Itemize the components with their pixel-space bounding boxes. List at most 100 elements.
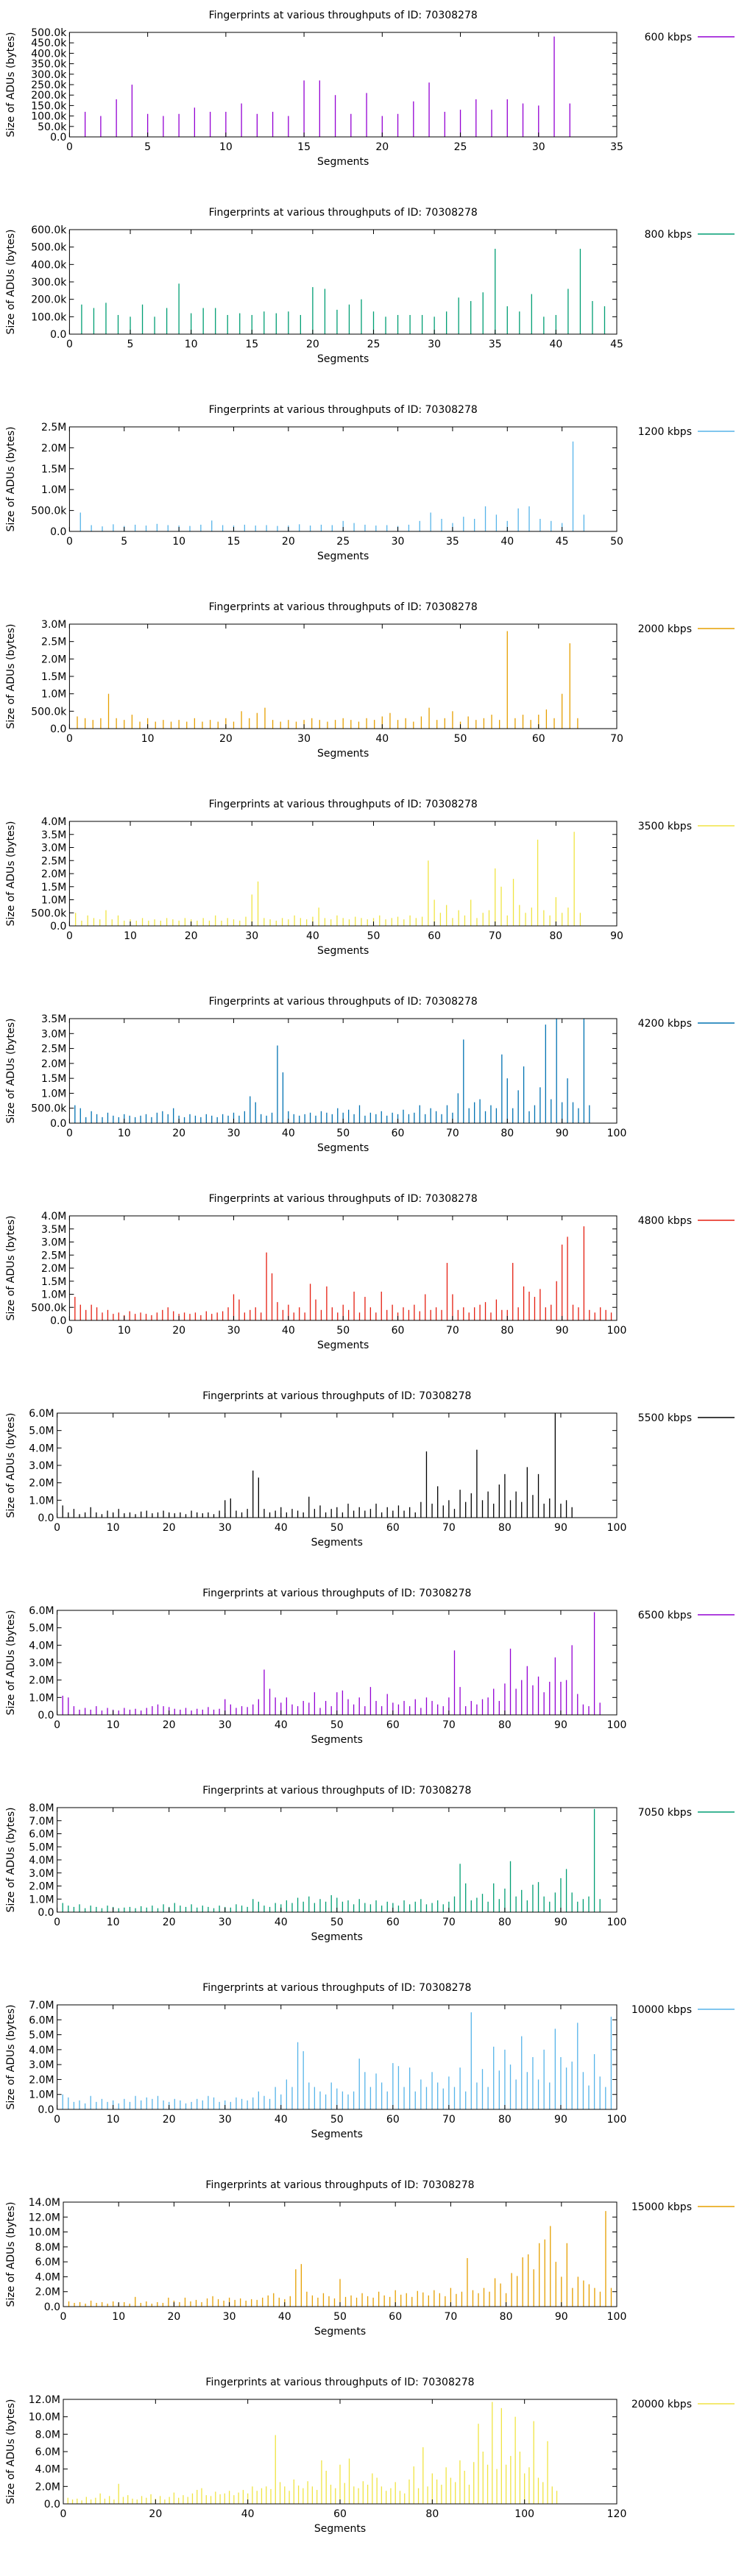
legend: 1200 kbps xyxy=(638,426,735,438)
y-tick-label: 0.0 xyxy=(50,132,66,144)
y-tick-label: 0.0 xyxy=(38,1907,54,1919)
bar-series xyxy=(62,1413,573,1518)
legend-label: 10000 kbps xyxy=(631,2004,692,2016)
legend-label: 7050 kbps xyxy=(638,1807,692,1819)
y-tick-label: 3.5M xyxy=(41,1013,66,1025)
x-tick-label: 90 xyxy=(556,1128,569,1139)
y-tick-label: 1.0M xyxy=(41,689,66,701)
y-tick-label: 12.0M xyxy=(29,2394,60,2406)
y-tick-label: 450.0k xyxy=(31,38,67,49)
x-tick-label: 45 xyxy=(556,536,569,548)
x-tick-label: 80 xyxy=(500,1128,514,1139)
x-tick-label: 90 xyxy=(554,2114,567,2126)
legend: 800 kbps xyxy=(645,229,735,241)
y-tick-label: 3.0M xyxy=(41,843,66,854)
legend-label: 20000 kbps xyxy=(631,2399,692,2410)
x-tick-label: 50 xyxy=(330,2114,344,2126)
x-axis-label: Segments xyxy=(311,1537,363,1549)
chart-title: Fingerprints at various throughputs of I… xyxy=(209,404,478,416)
y-tick-label: 2.5M xyxy=(41,637,66,648)
x-tick-label: 20 xyxy=(163,2114,176,2126)
x-tick-label: 40 xyxy=(549,339,562,350)
x-tick-label: 80 xyxy=(498,1917,512,1928)
legend: 5500 kbps xyxy=(638,1412,735,1424)
y-tick-label: 2.0M xyxy=(29,2074,54,2086)
x-tick-label: 0 xyxy=(54,1719,60,1731)
y-tick-label: 3.0M xyxy=(41,619,66,631)
chart-title: Fingerprints at various throughputs of I… xyxy=(202,1390,471,1402)
x-tick-label: 70 xyxy=(444,2311,457,2323)
y-tick-label: 0.0 xyxy=(50,1118,66,1130)
chart-svg: Fingerprints at various throughputs of I… xyxy=(5,996,735,1154)
chart-title: Fingerprints at various throughputs of I… xyxy=(202,1785,471,1797)
chart-title: Fingerprints at various throughputs of I… xyxy=(209,799,478,810)
x-tick-label: 70 xyxy=(446,1128,459,1139)
x-tick-label: 0 xyxy=(60,2508,67,2520)
x-tick-label: 10 xyxy=(107,2114,120,2126)
bar-series xyxy=(74,1226,612,1320)
x-tick-label: 40 xyxy=(275,1522,288,1534)
y-tick-label: 4.0M xyxy=(29,1443,54,1454)
chart-panel: Fingerprints at various throughputs of I… xyxy=(0,394,736,592)
x-axis-label: Segments xyxy=(317,748,369,760)
chart-panel: Fingerprints at various throughputs of I… xyxy=(0,789,736,986)
chart-svg: Fingerprints at various throughputs of I… xyxy=(5,10,735,168)
chart-svg: Fingerprints at various throughputs of I… xyxy=(5,799,735,957)
chart-title: Fingerprints at various throughputs of I… xyxy=(205,2179,474,2191)
x-tick-label: 0 xyxy=(66,536,73,548)
y-tick-label: 500.0k xyxy=(31,27,67,39)
y-tick-label: 7.0M xyxy=(29,2000,54,2011)
x-tick-label: 80 xyxy=(500,1325,514,1337)
x-tick-label: 90 xyxy=(556,1325,569,1337)
x-tick-label: 20 xyxy=(163,1522,176,1534)
chart-svg: Fingerprints at various throughputs of I… xyxy=(5,2179,735,2338)
legend-label: 4800 kbps xyxy=(638,1215,692,1227)
y-tick-label: 6.0M xyxy=(29,1605,54,1617)
x-tick-label: 10 xyxy=(124,930,137,942)
y-tick-label: 5.0M xyxy=(29,2030,54,2042)
bar-series xyxy=(77,631,578,729)
legend: 6500 kbps xyxy=(638,1610,735,1621)
y-axis-label: Size of ADUs (bytes) xyxy=(5,1808,17,1913)
y-tick-label: 0.0 xyxy=(50,1315,66,1327)
x-tick-label: 0 xyxy=(66,1325,73,1337)
x-tick-label: 10 xyxy=(185,339,198,350)
x-tick-label: 70 xyxy=(442,1522,456,1534)
x-tick-label: 60 xyxy=(392,1325,405,1337)
plot-frame xyxy=(68,623,618,729)
x-tick-label: 40 xyxy=(241,2508,255,2520)
y-tick-label: 12.0M xyxy=(29,2212,60,2223)
x-tick-label: 100 xyxy=(607,2311,627,2323)
x-tick-label: 50 xyxy=(336,1325,350,1337)
y-tick-label: 2.0M xyxy=(41,868,66,880)
x-tick-label: 0 xyxy=(54,2114,60,2126)
legend-label: 5500 kbps xyxy=(638,1412,692,1424)
chart-title: Fingerprints at various throughputs of I… xyxy=(202,1982,471,1994)
x-tick-label: 90 xyxy=(554,1719,567,1731)
chart-svg: Fingerprints at various throughputs of I… xyxy=(5,601,735,760)
chart-title: Fingerprints at various throughputs of I… xyxy=(209,601,478,613)
y-tick-label: 2.0M xyxy=(35,2481,60,2493)
x-tick-label: 10 xyxy=(107,1917,120,1928)
y-axis-label: Size of ADUs (bytes) xyxy=(5,1019,17,1124)
x-tick-label: 10 xyxy=(118,1128,131,1139)
y-tick-label: 500.0k xyxy=(31,242,67,254)
x-tick-label: 40 xyxy=(275,1917,288,1928)
x-tick-label: 45 xyxy=(610,339,623,350)
y-tick-label: 4.0M xyxy=(29,2045,54,2056)
y-tick-label: 6.0M xyxy=(29,1829,54,1841)
x-tick-label: 60 xyxy=(532,733,545,745)
y-tick-label: 3.0M xyxy=(29,1460,54,1472)
x-tick-label: 10 xyxy=(107,1719,120,1731)
x-tick-label: 60 xyxy=(392,1128,405,1139)
legend: 4800 kbps xyxy=(638,1215,735,1227)
x-axis-label: Segments xyxy=(317,156,369,168)
chart-svg: Fingerprints at various throughputs of I… xyxy=(5,1785,735,1943)
legend: 10000 kbps xyxy=(631,2004,735,2016)
x-tick-label: 20 xyxy=(282,536,295,548)
y-tick-label: 4.0M xyxy=(35,2464,60,2476)
y-tick-label: 1.0M xyxy=(41,895,66,907)
legend-label: 800 kbps xyxy=(645,229,692,241)
x-tick-label: 20 xyxy=(163,1719,176,1731)
